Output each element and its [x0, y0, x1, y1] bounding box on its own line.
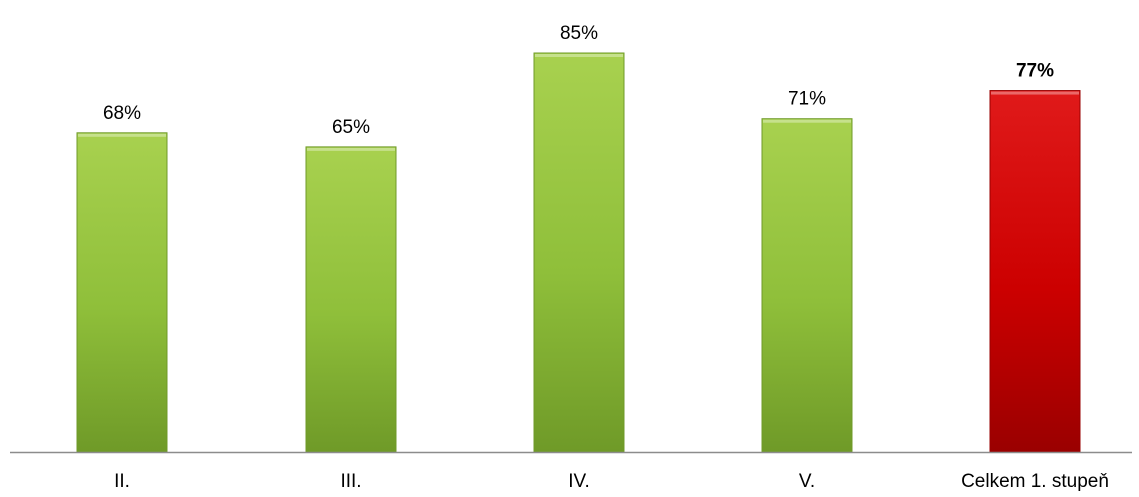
- category-labels-layer: II. III. IV. V. Celkem 1. stupeň: [114, 471, 1109, 492]
- bar-1-bevel: [78, 133, 166, 137]
- bar-5-bevel: [991, 91, 1079, 95]
- category-label-4: V.: [799, 471, 815, 492]
- category-label-2: III.: [340, 471, 361, 492]
- value-label-4: 71%: [788, 89, 826, 110]
- value-label-5: 77%: [1016, 61, 1054, 82]
- category-label-1: II.: [114, 471, 130, 492]
- bar-3: [533, 52, 625, 453]
- category-label-3: IV.: [568, 471, 590, 492]
- bar-1: [76, 132, 168, 453]
- bar-4-bevel: [763, 119, 851, 123]
- bar-5: [989, 90, 1081, 453]
- bar-3-bevel: [535, 54, 623, 57]
- value-label-3: 85%: [560, 23, 598, 44]
- bar-2: [305, 146, 397, 453]
- bar-2-bevel: [307, 147, 395, 151]
- category-label-5: Celkem 1. stupeň: [961, 471, 1109, 492]
- bar-4: [761, 118, 853, 453]
- value-labels-layer: 68% 65% 85% 71% 77%: [103, 23, 1054, 138]
- value-label-1: 68%: [103, 103, 141, 124]
- value-label-2: 65%: [332, 117, 370, 138]
- bars-layer: [76, 52, 1081, 453]
